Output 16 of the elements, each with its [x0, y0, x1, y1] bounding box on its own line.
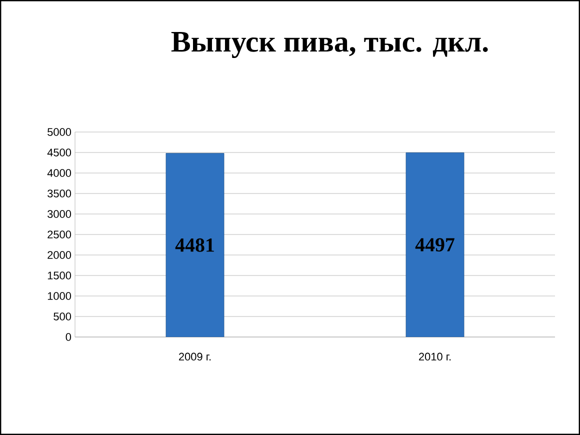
data-label: 4497 [415, 238, 454, 252]
y-tick-label: 3000 [48, 210, 72, 218]
y-tick-label: 1000 [48, 292, 72, 300]
y-tick-label: 1500 [48, 272, 72, 280]
y-tick-label: 2000 [48, 251, 72, 259]
data-label: 4481 [175, 238, 214, 252]
y-tick-label: 500 [54, 312, 72, 320]
y-tick-label: 4500 [47, 148, 72, 156]
x-tick-label: 2010 г. [418, 352, 451, 361]
y-tick-label: 0 [66, 333, 72, 341]
y-tick-label: 5000 [48, 128, 72, 136]
y-tick-label: 2500 [48, 230, 72, 238]
x-tick-label: 2009 г. [178, 352, 211, 361]
chart-title: Выпуск пива, тыс. дкл. [171, 32, 488, 58]
y-tick-label: 3500 [48, 190, 72, 198]
y-tick-label: 4000 [47, 169, 72, 177]
